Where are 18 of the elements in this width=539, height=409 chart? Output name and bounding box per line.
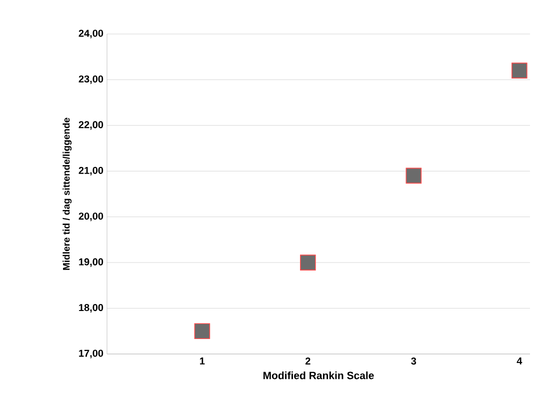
y-tick-label: 22,00 (78, 121, 104, 130)
y-tick-label: 21,00 (78, 166, 104, 176)
x-tick-label: 2 (305, 358, 310, 364)
x-axis-title: Modified Rankin Scale (263, 371, 374, 380)
x-tick-label: 4 (516, 358, 522, 364)
y-tick-label: 23,00 (78, 75, 104, 84)
point (406, 168, 422, 184)
x-tick-label: 1 (200, 358, 205, 364)
x-tick-label: 3 (411, 358, 416, 365)
point (194, 323, 210, 340)
y-tick-label: 20,00 (78, 212, 104, 222)
y-axis-title: Midlere tid / dag sittende/liggende (62, 118, 72, 270)
point (512, 62, 528, 78)
y-tick-label: 24,00 (78, 30, 104, 38)
y-tick-label: 18,00 (79, 304, 104, 313)
y-tick-label: 19,00 (79, 258, 104, 267)
point (300, 254, 316, 270)
y-tick-label: 17,00 (79, 350, 104, 358)
